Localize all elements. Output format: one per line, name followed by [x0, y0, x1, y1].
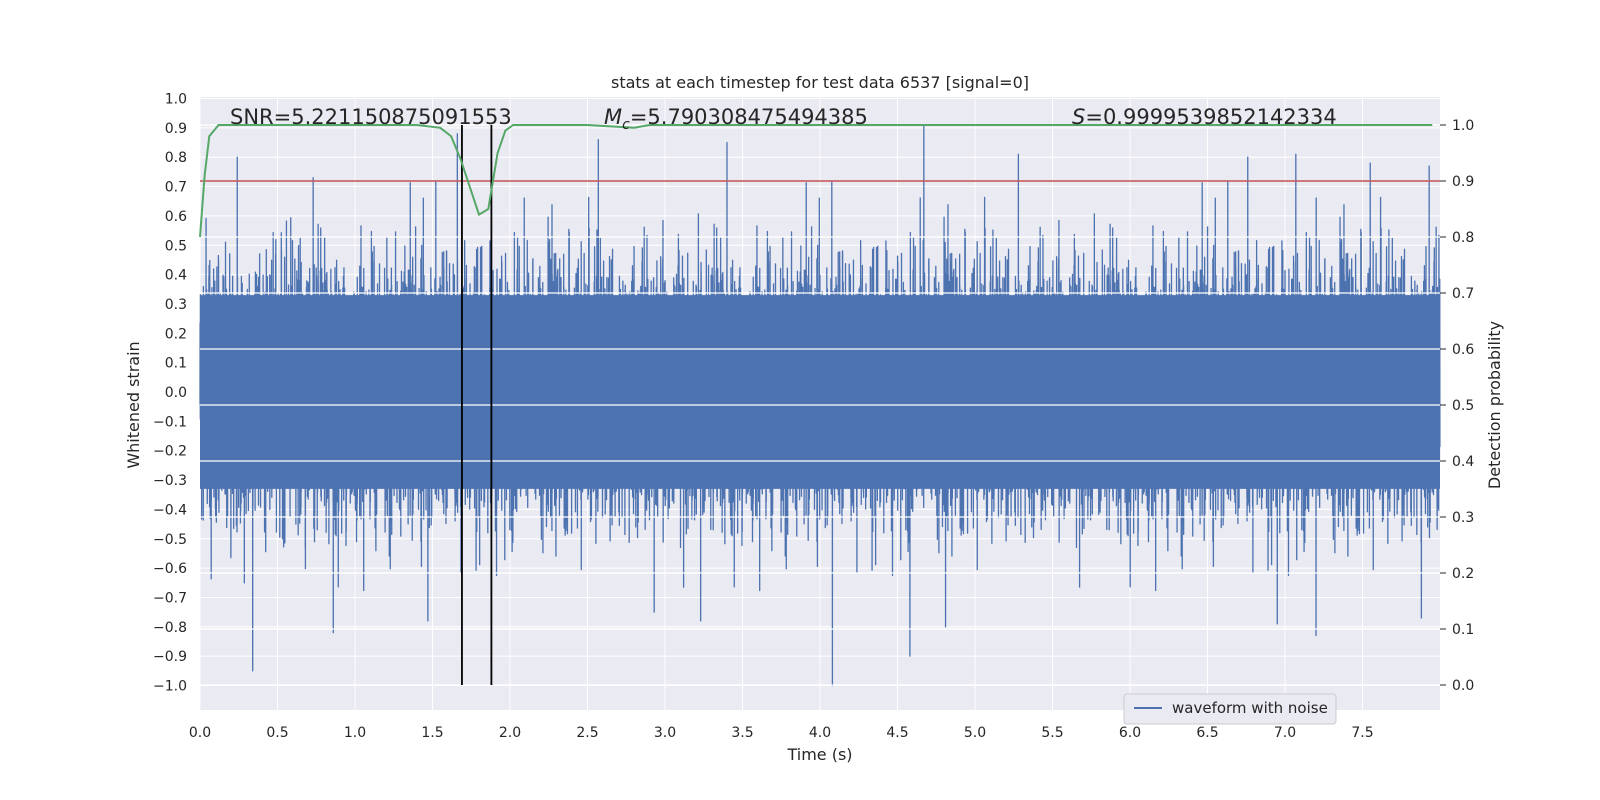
x-axis-ticks: 0.0 0.5 1.0 1.5 2.0 2.5 3.0 3.5 4.0 4.5 5.0 5.5 6.0 6…: [189, 725, 1374, 741]
chirp-mass-annotation: Mc=5.790308475494385: [604, 105, 868, 133]
y-left-tick-label: 0.2: [165, 326, 187, 342]
y-left-tick-label: 0.7: [165, 180, 187, 196]
chart-title: stats at each timestep for test data 653…: [611, 73, 1029, 92]
y-right-tick-label: 0.0: [1452, 678, 1474, 694]
y-right-axis-label: Detection probability: [1485, 321, 1504, 489]
y-right-tick-label: 0.2: [1452, 566, 1474, 582]
x-tick-label: 0.0: [189, 725, 211, 741]
y-left-tick-label: 0.6: [165, 209, 187, 225]
chirp-mass-symbol: M: [604, 105, 622, 129]
detection-statistic-symbol: S: [1072, 105, 1085, 129]
y-left-tick-label: −0.8: [153, 620, 187, 636]
legend-box: [1123, 693, 1337, 725]
y-right-tick-label: 0.3: [1452, 510, 1474, 526]
y-right-tick-label: 0.1: [1452, 622, 1474, 638]
x-tick-label: 3.5: [731, 725, 753, 741]
x-tick-label: 6.0: [1119, 725, 1141, 741]
chirp-mass-value: =5.790308475494385: [630, 105, 868, 129]
detection-statistic-value: =0.9999539852142334: [1085, 105, 1336, 129]
y-left-tick-label: −0.1: [153, 414, 187, 430]
overlay-lines: [199, 124, 1440, 685]
chirp-mass-subscript: c: [622, 117, 630, 133]
y-left-tick-label: −0.2: [153, 444, 187, 460]
waveform-series: [199, 124, 1441, 687]
waveform-core-band: [200, 295, 1440, 489]
x-tick-label: 7.5: [1351, 725, 1373, 741]
y-left-tick-label: −0.6: [153, 561, 187, 577]
legend: waveform with noise: [1123, 693, 1337, 725]
x-tick-label: 1.5: [421, 725, 443, 741]
x-tick-label: 3.0: [654, 725, 676, 741]
y-left-tick-label: −0.7: [153, 590, 187, 606]
y-right-tick-label: 0.7: [1452, 286, 1474, 302]
x-tick-label: 0.5: [266, 725, 288, 741]
y-left-axis-label: Whitened strain: [124, 341, 143, 468]
y-left-tick-label: −0.5: [153, 532, 187, 548]
x-tick-label: 7.0: [1274, 725, 1296, 741]
y-left-tick-label: 0.0: [165, 385, 187, 401]
x-tick-label: 2.5: [576, 725, 598, 741]
x-tick-label: 2.0: [499, 725, 521, 741]
x-tick-label: 4.5: [886, 725, 908, 741]
y-left-tick-label: −1.0: [153, 679, 187, 695]
snr-annotation: SNR=5.221150875091553: [230, 105, 512, 129]
y-left-tick-label: 0.3: [165, 297, 187, 313]
y-left-tick-label: 0.9: [165, 121, 187, 137]
y-left-tick-label: 1.0: [165, 92, 187, 108]
legend-label: waveform with noise: [1172, 699, 1328, 717]
x-tick-label: 4.0: [809, 725, 831, 741]
y-right-tick-label: 0.5: [1452, 398, 1474, 414]
y-right-tick-label: 0.9: [1452, 174, 1474, 190]
detection-probability-line: [199, 124, 1433, 238]
y-left-tick-label: −0.4: [153, 502, 187, 518]
y-right-tick-label: 0.8: [1452, 230, 1474, 246]
y-left-tick-label: −0.3: [153, 473, 187, 489]
x-tick-label: 5.5: [1041, 725, 1063, 741]
y-left-tick-label: 0.8: [165, 150, 187, 166]
detection-statistic-annotation: S=0.9999539852142334: [1072, 105, 1337, 129]
y-right-tick-label: 1.0: [1452, 118, 1474, 134]
y-left-tick-label: 0.1: [165, 356, 187, 372]
x-tick-label: 1.0: [344, 725, 366, 741]
y-left-axis-ticks: 1.0 0.9 0.8 0.7 0.6 0.5 0.4 0.3 0.2 0.1 0.0 −0.1 −0.…: [153, 92, 187, 695]
x-tick-label: 5.0: [964, 725, 986, 741]
x-tick-label: 6.5: [1196, 725, 1218, 741]
y-right-axis-ticks: 1.0 0.9 0.8 0.7 0.6 0.5 0.4 0.3 0.2 0.1 0.0: [1440, 118, 1474, 694]
y-right-tick-label: 0.4: [1452, 454, 1474, 470]
y-left-tick-label: −0.9: [153, 649, 187, 665]
x-axis-label: Time (s): [786, 745, 852, 764]
y-left-tick-label: 0.5: [165, 238, 187, 254]
y-left-tick-label: 0.4: [165, 268, 187, 284]
y-right-tick-label: 0.6: [1452, 342, 1474, 358]
